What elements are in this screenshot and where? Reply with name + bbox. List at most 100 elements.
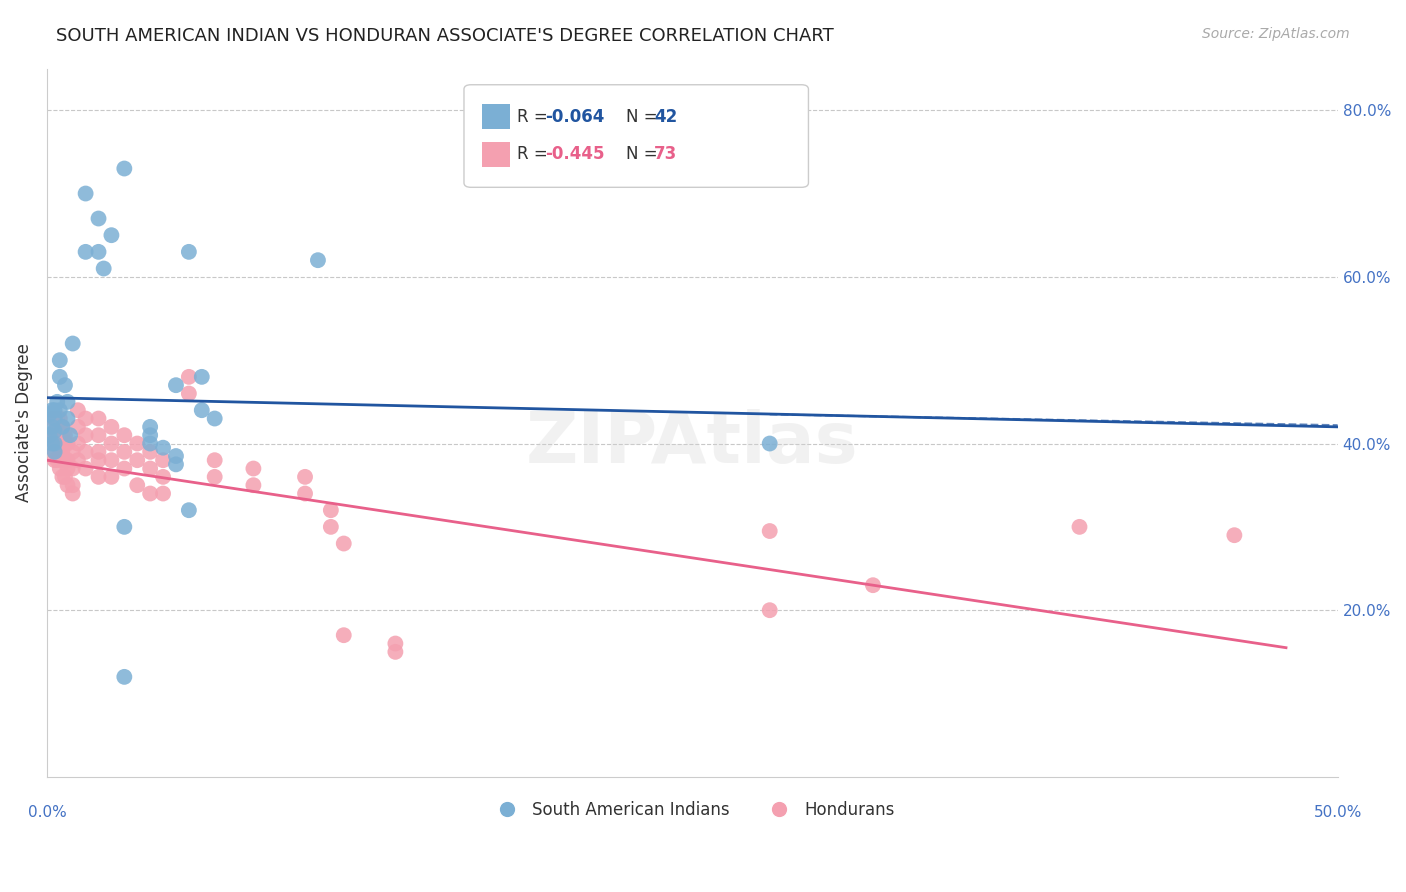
Point [75,411,97,425]
Point [62,445,84,459]
Point [87,428,110,442]
Point [384,645,406,659]
Point [49,369,72,384]
Point [112,461,135,475]
Point [294,486,316,500]
Point [139,436,162,450]
Point [44,436,66,450]
Point [191,369,214,384]
Point [46,411,69,425]
Point [75,445,97,459]
Point [46,436,69,450]
Point [49,445,72,459]
Point [66,436,89,450]
Text: 73: 73 [654,145,678,163]
Point [242,461,264,475]
Point [62,486,84,500]
Point [112,670,135,684]
Point [139,420,162,434]
Point [93,261,115,276]
Point [53,428,76,442]
Point [51,445,73,459]
Point [127,453,149,467]
Point [56,461,79,475]
Point [319,520,342,534]
Point [204,411,226,425]
Point [332,628,354,642]
Point [152,453,174,467]
Legend: South American Indians, Hondurans: South American Indians, Hondurans [484,794,901,825]
Point [66,453,89,467]
Text: 0.0%: 0.0% [28,805,66,821]
Point [100,420,122,434]
Point [49,411,72,425]
Point [177,503,200,517]
Point [100,228,122,243]
Point [294,470,316,484]
Point [49,436,72,450]
Point [204,453,226,467]
Y-axis label: Associate's Degree: Associate's Degree [15,343,32,502]
Point [87,411,110,425]
Point [100,470,122,484]
Point [139,461,162,475]
Point [191,403,214,417]
Text: N =: N = [626,145,662,163]
Point [41,403,63,417]
Text: -0.445: -0.445 [546,145,605,163]
Point [51,420,73,434]
Point [112,161,135,176]
Point [75,186,97,201]
Point [51,428,73,442]
Point [53,378,76,392]
Point [49,420,72,434]
Point [127,436,149,450]
Point [112,428,135,442]
Point [87,453,110,467]
Point [204,470,226,484]
Point [62,336,84,351]
Point [100,453,122,467]
Text: -0.064: -0.064 [546,108,605,126]
Point [44,411,66,425]
Point [139,428,162,442]
Point [177,386,200,401]
Point [44,424,66,438]
Text: ZIPAtlas: ZIPAtlas [526,409,859,478]
Point [46,428,69,442]
Point [56,453,79,467]
Point [44,403,66,417]
Point [112,520,135,534]
Point [139,486,162,500]
Point [53,470,76,484]
Point [384,636,406,650]
Point [139,445,162,459]
Point [53,453,76,467]
Point [56,411,79,425]
Point [165,378,187,392]
Point [152,441,174,455]
Point [59,428,82,442]
Point [100,436,122,450]
Text: N =: N = [626,108,662,126]
Point [87,445,110,459]
Point [177,244,200,259]
Point [51,470,73,484]
Point [87,470,110,484]
Point [758,603,780,617]
Point [46,420,69,434]
Point [53,436,76,450]
Point [1069,520,1091,534]
Point [862,578,884,592]
Point [49,403,72,417]
Point [75,461,97,475]
Point [44,445,66,459]
Text: R =: R = [517,108,554,126]
Point [46,395,69,409]
Point [758,524,780,538]
Point [38,428,60,442]
Point [242,478,264,492]
Point [56,436,79,450]
Point [51,420,73,434]
Point [62,461,84,475]
